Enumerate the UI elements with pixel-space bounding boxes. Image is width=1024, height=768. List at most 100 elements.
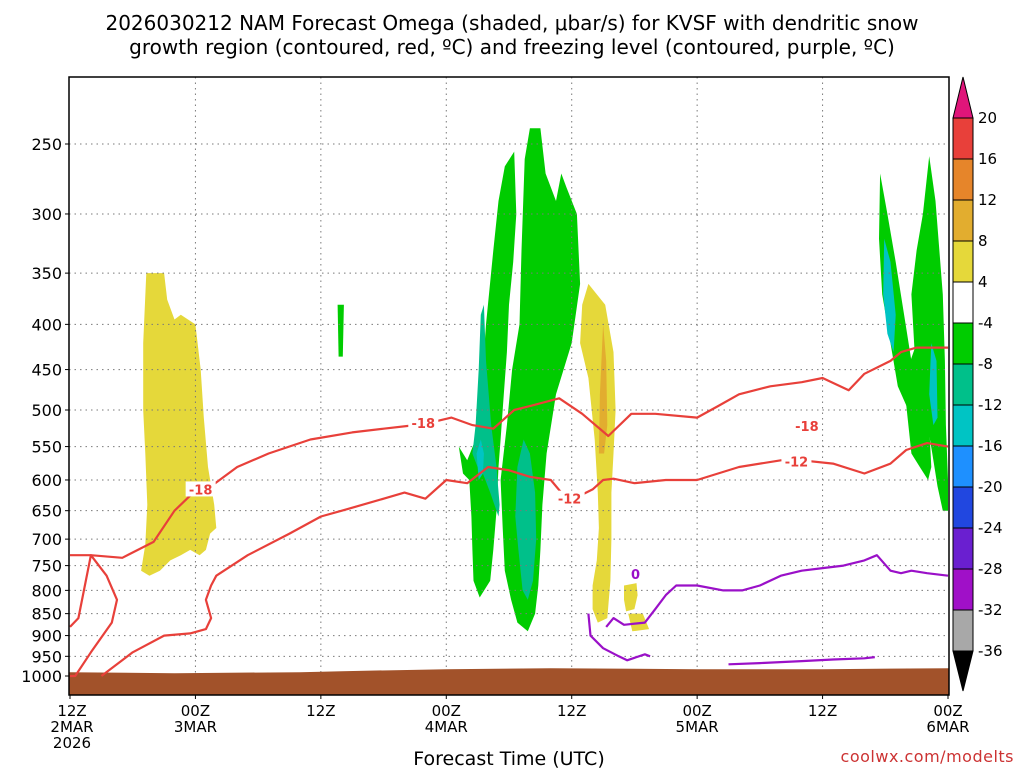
y-tick-label: 500 xyxy=(31,401,62,420)
x-tick-label: 00Z xyxy=(432,702,461,720)
colorbar-bin xyxy=(952,322,974,365)
ground-layer xyxy=(69,668,949,695)
colorbar-bin xyxy=(952,609,974,652)
x-tick-label: 4MAR xyxy=(425,718,468,736)
contour-label: -18 xyxy=(412,417,436,432)
colorbar-label: -12 xyxy=(978,396,1003,414)
contour-label-bg xyxy=(628,566,643,582)
x-tick-label: 2MAR xyxy=(50,718,93,736)
y-tick-label: 950 xyxy=(31,647,62,666)
x-tick-label: 00Z xyxy=(181,702,210,720)
colorbar-bin xyxy=(952,568,974,611)
colorbar: 20 16 12 8 4 -4 -8 -12 -16 -20 -24 -28 -32 -36 xyxy=(952,76,1003,692)
y-axis: 250 300 350 400 450 500 550 600 650 700 750 800 850 9… xyxy=(21,135,69,686)
y-tick-label: 750 xyxy=(31,557,62,576)
x-tick-label: 12Z xyxy=(557,702,586,720)
omega-region-rising-air-small-a xyxy=(337,304,344,357)
colorbar-bin xyxy=(952,158,974,201)
y-tick-label: 850 xyxy=(31,605,62,624)
colorbar-label: 16 xyxy=(978,150,997,168)
y-tick-label: 550 xyxy=(31,438,62,457)
y-tick-label: 300 xyxy=(31,205,62,224)
colorbar-label: 8 xyxy=(978,232,988,250)
contour-freezing-level-a xyxy=(605,554,949,628)
colorbar-label: -32 xyxy=(978,601,1003,619)
credit-text: coolwx.com/modelts xyxy=(841,747,1014,766)
colorbar-bin-top xyxy=(952,76,974,119)
colorbar-bin xyxy=(952,445,974,488)
omega-region-rising-air-day2-max xyxy=(476,439,484,480)
contour-label: -18 xyxy=(189,483,213,498)
x-tick-label: 00Z xyxy=(933,702,962,720)
x-tick-label: 12Z xyxy=(306,702,335,720)
colorbar-bin xyxy=(952,527,974,570)
omega-region-rising-air-day2-upper xyxy=(458,151,517,598)
omega-region-sinking-air-day2-core xyxy=(598,324,608,454)
omega-region-rising-air-day4-b xyxy=(911,156,948,511)
colorbar-bin xyxy=(952,486,974,529)
colorbar-label: 20 xyxy=(978,109,997,127)
contour-label-layer: -18 -18 -18 -12 -12 0 xyxy=(185,414,822,583)
colorbar-label: -28 xyxy=(978,560,1003,578)
colorbar-bin xyxy=(952,404,974,447)
omega-region-rising-air-small-b xyxy=(547,289,554,361)
x-tick-label: 5MAR xyxy=(676,718,719,736)
x-tick-label: 2026 xyxy=(53,734,91,752)
contour-label-bg xyxy=(781,453,812,469)
plot-frame xyxy=(68,76,950,696)
y-tick-label: 800 xyxy=(31,581,62,600)
omega-region-rising-air-day4-core-a xyxy=(883,238,896,353)
y-tick-label: 650 xyxy=(31,502,62,521)
colorbar-label: -16 xyxy=(978,437,1003,455)
x-tick-label: 3MAR xyxy=(174,718,217,736)
y-tick-label: 1000 xyxy=(21,667,62,686)
omega-region-rising-air-day4-core-b xyxy=(929,343,938,426)
x-tick-label: 00Z xyxy=(682,702,711,720)
contour-dgz-upper-bound xyxy=(69,554,119,678)
x-tick-label: 12Z xyxy=(808,702,837,720)
ground-fill xyxy=(69,668,949,695)
colorbar-label: -36 xyxy=(978,642,1003,660)
colorbar-label: -4 xyxy=(978,314,993,332)
omega-region-sinking-air-day2 xyxy=(580,283,616,623)
chart-title-line2: growth region (contoured, red, ºC) and f… xyxy=(129,35,895,59)
contour-label-bg xyxy=(185,481,216,497)
contour-label: -12 xyxy=(558,493,582,508)
y-tick-label: 900 xyxy=(31,627,62,646)
contour-label-bg xyxy=(408,414,439,430)
contour-label: -18 xyxy=(795,420,819,435)
colorbar-bin xyxy=(952,240,974,283)
omega-region-rising-air-day4-c xyxy=(905,343,932,480)
colorbar-bin xyxy=(952,117,974,160)
y-tick-label: 700 xyxy=(31,530,62,549)
colorbar-label: -8 xyxy=(978,355,993,373)
x-tick-label: 6MAR xyxy=(926,718,969,736)
contour-label-bg xyxy=(791,417,822,433)
y-tick-label: 450 xyxy=(31,361,62,380)
chart-title-line1: 2026030212 NAM Forecast Omega (shaded, μ… xyxy=(105,11,918,35)
contour-freezing-level-c xyxy=(728,656,875,666)
colorbar-label: 4 xyxy=(978,273,988,291)
x-tick-label: 12Z xyxy=(57,702,86,720)
plot-area: -18 -18 -18 -12 -12 0 xyxy=(68,76,950,696)
x-axis-label: Forecast Time (UTC) xyxy=(413,748,604,768)
y-tick-label: 400 xyxy=(31,315,62,334)
colorbar-label: -20 xyxy=(978,478,1003,496)
contour-freezing-level-b xyxy=(587,613,651,662)
y-tick-label: 350 xyxy=(31,264,62,283)
contour-label-bg xyxy=(554,490,585,506)
colorbar-label: 12 xyxy=(978,191,997,209)
colorbar-bin xyxy=(952,363,974,406)
colorbar-label: -24 xyxy=(978,519,1003,537)
colorbar-bin-bottom xyxy=(952,650,974,692)
colorbar-bin xyxy=(952,199,974,242)
contour-label: -12 xyxy=(785,456,809,471)
contour-label: 0 xyxy=(631,568,640,583)
omega-region-sinking-air-day1 xyxy=(141,273,217,576)
omega-region-sinking-air-small-a xyxy=(624,583,638,612)
y-tick-label: 600 xyxy=(31,471,62,490)
colorbar-bin xyxy=(952,281,974,324)
y-tick-label: 250 xyxy=(31,135,62,154)
